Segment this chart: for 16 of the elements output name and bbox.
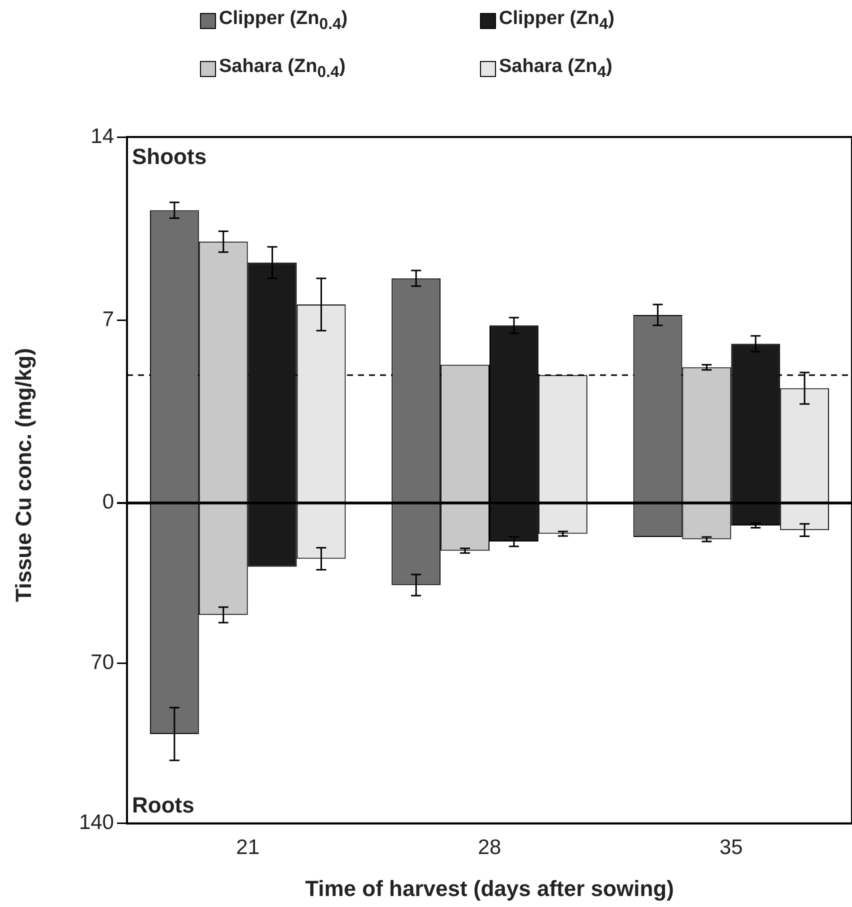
legend-label: Clipper (Zn$_{4}$) xyxy=(499,8,614,34)
legend-label: Clipper (Zn$_{0.4}$) xyxy=(219,8,348,34)
annotation: Shoots xyxy=(132,144,207,170)
legend-label: Sahara (Zn$_{0.4}$) xyxy=(219,56,346,82)
y-tick-label: 14 xyxy=(90,124,114,148)
x-tick-label: 21 xyxy=(236,836,260,859)
legend-label: Sahara (Zn$_{4}$) xyxy=(499,56,612,82)
y-axis-title: Tissue Cu conc. (mg/kg) xyxy=(11,347,37,604)
y-tick-label: 0 xyxy=(102,490,114,514)
x-tick-label: 35 xyxy=(719,836,743,859)
y-tick-label: 70 xyxy=(90,650,114,674)
y-tick-label: 140 xyxy=(78,811,114,834)
x-axis-title: Time of harvest (days after sowing) xyxy=(305,876,674,901)
x-tick-label: 28 xyxy=(478,836,502,859)
annotation: Roots xyxy=(132,792,194,818)
y-tick-label: 7 xyxy=(102,308,114,331)
